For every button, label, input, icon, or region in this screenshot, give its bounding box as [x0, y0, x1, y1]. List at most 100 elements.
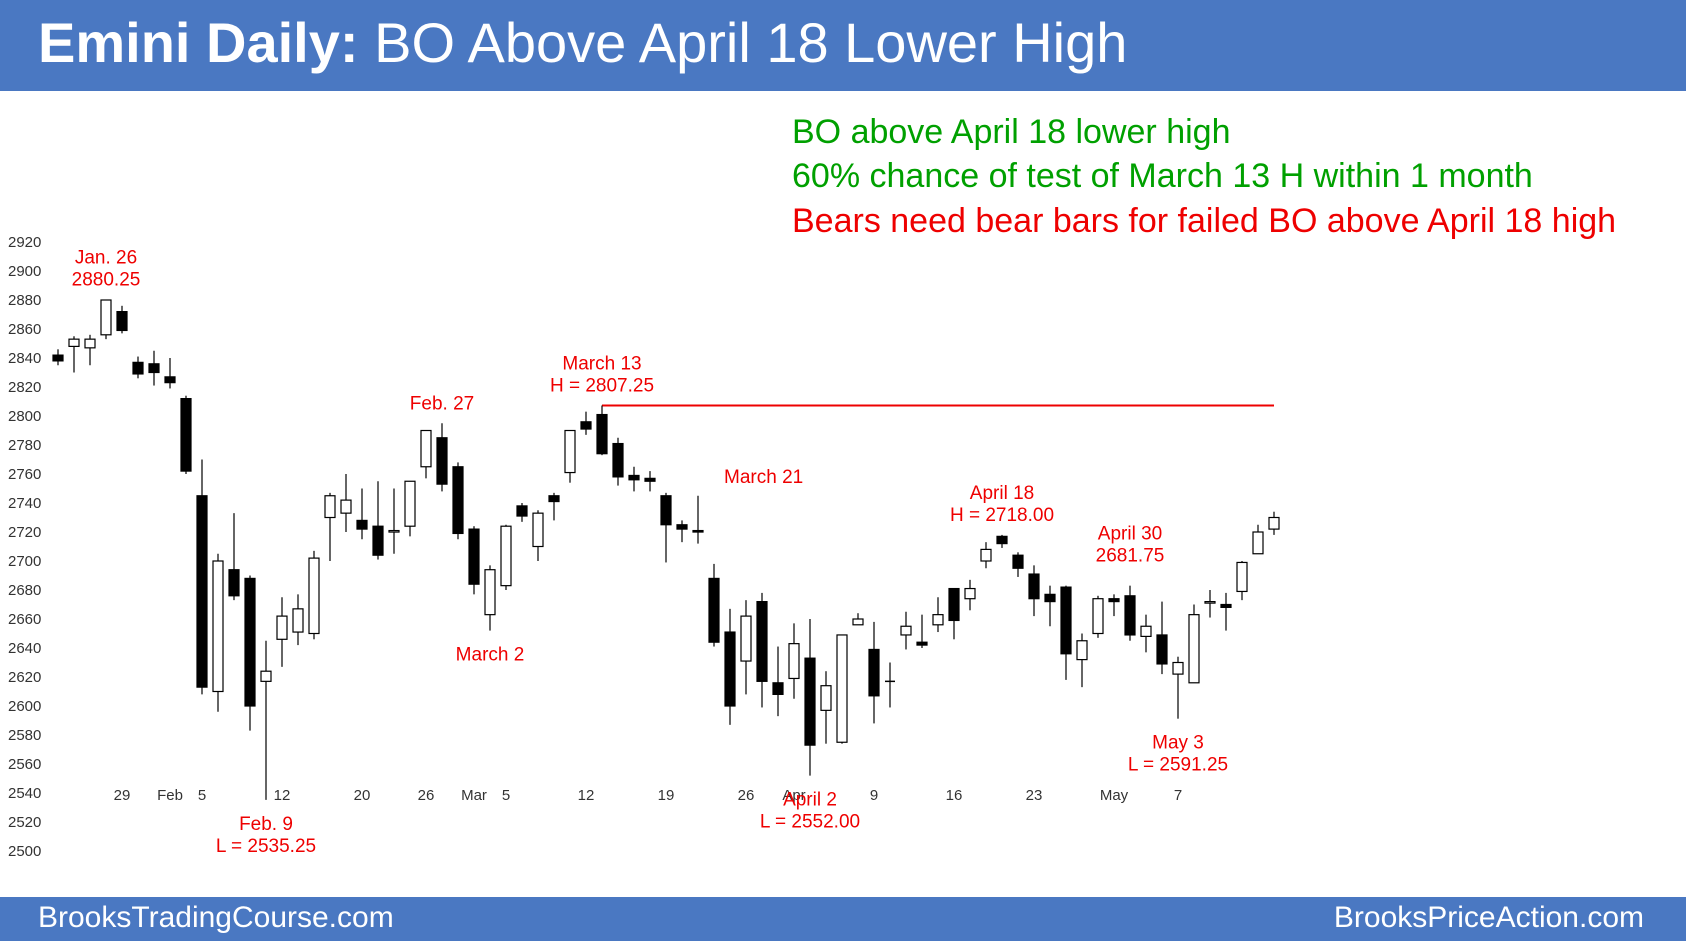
y-tick-label: 2500: [8, 843, 41, 860]
bear-candle: [1012, 554, 1024, 569]
bull-candle: [260, 670, 272, 682]
title-bold: Emini Daily:: [38, 11, 359, 74]
bear-candle: [612, 442, 624, 478]
chart-annotation: Feb. 27: [410, 393, 474, 414]
bull-candle: [84, 338, 96, 349]
x-tick-label: 5: [198, 787, 206, 804]
chart-annotation: April 2: [783, 790, 837, 811]
chart-annotation: Jan. 26: [75, 248, 137, 269]
y-tick-label: 2880: [8, 292, 41, 309]
title-rest: BO Above April 18 Lower High: [374, 11, 1128, 74]
bull-candle: [484, 569, 496, 616]
x-tick-label: 7: [1174, 787, 1182, 804]
bull-candle: [308, 557, 320, 635]
x-tick-label: 9: [870, 787, 878, 804]
bull-candle: [964, 587, 976, 600]
bear-candle: [244, 577, 256, 707]
bear-candle: [804, 657, 816, 746]
bear-candle: [916, 641, 928, 646]
bull-candle: [420, 429, 432, 468]
x-tick-label: Mar: [461, 787, 487, 804]
x-tick-label: Apr: [782, 787, 805, 804]
chart-annotation: March 2: [456, 645, 525, 666]
bear-candle: [356, 519, 368, 530]
bull-candle: [1092, 598, 1104, 635]
chart-annotation: March 13: [562, 353, 641, 374]
note-probability: 60% chance of test of March 13 H within …: [792, 157, 1533, 195]
footer-bar: BrooksTradingCourse.com BrooksPriceActio…: [0, 897, 1686, 941]
bull-candle: [932, 614, 944, 626]
bull-candle: [532, 512, 544, 548]
y-tick-label: 2740: [8, 495, 41, 512]
bear-candle: [1108, 598, 1120, 603]
bear-candle: [596, 413, 608, 455]
bull-candle: [900, 625, 912, 636]
y-tick-label: 2900: [8, 263, 41, 280]
y-tick-label: 2680: [8, 582, 41, 599]
chart-annotation: Feb. 9: [239, 814, 293, 835]
bull-candle: [1188, 614, 1200, 684]
bull-candle: [980, 548, 992, 562]
x-tick-label: May: [1100, 787, 1129, 804]
bear-candle: [516, 505, 528, 517]
bear-candle: [468, 528, 480, 585]
note-breakout: BO above April 18 lower high: [792, 113, 1231, 151]
y-tick-label: 2640: [8, 640, 41, 657]
chart-annotation: H = 2807.25: [550, 375, 654, 396]
bear-candle: [1220, 603, 1232, 608]
bear-candle: [196, 495, 208, 688]
y-tick-label: 2920: [8, 234, 41, 251]
y-tick-label: 2720: [8, 524, 41, 541]
y-tick-label: 2780: [8, 437, 41, 454]
bear-candle: [52, 354, 64, 362]
bull-candle: [1236, 561, 1248, 593]
y-tick-label: 2800: [8, 408, 41, 425]
bull-candle: [1140, 625, 1152, 637]
x-tick-label: 12: [274, 787, 291, 804]
bear-candle: [116, 311, 128, 332]
y-tick-label: 2520: [8, 814, 41, 831]
candlestick-chart: 2920290028802860284028202800278027602740…: [8, 234, 1280, 860]
bear-candle: [180, 398, 192, 472]
footer-left-site: BrooksTradingCourse.com: [38, 901, 394, 934]
title-bar: Emini Daily: BO Above April 18 Lower Hig…: [0, 0, 1686, 91]
bull-candle: [100, 299, 112, 336]
x-tick-label: 26: [418, 787, 435, 804]
bear-candle: [1124, 595, 1136, 636]
bull-candle: [1076, 640, 1088, 661]
x-tick-label: Feb: [157, 787, 183, 804]
y-tick-label: 2620: [8, 669, 41, 686]
bull-candle: [388, 529, 400, 533]
x-tick-label: 12: [578, 787, 595, 804]
chart-annotation: L = 2552.00: [760, 812, 860, 833]
bull-candle: [852, 618, 864, 626]
bull-candle: [68, 338, 80, 347]
bull-candle: [564, 429, 576, 474]
bear-candle: [660, 495, 672, 526]
bull-candle: [404, 480, 416, 527]
footer-right-site: BrooksPriceAction.com: [1333, 901, 1644, 934]
page-title: Emini Daily: BO Above April 18 Lower Hig…: [38, 10, 1127, 75]
y-tick-label: 2840: [8, 350, 41, 367]
bull-candle: [340, 499, 352, 514]
bull-candle: [324, 495, 336, 519]
bear-candle: [1028, 573, 1040, 600]
bull-candle: [276, 615, 288, 640]
bull-candle: [788, 643, 800, 680]
bear-candle: [756, 601, 768, 682]
bear-candle: [676, 524, 688, 530]
chart-annotation: 2880.25: [72, 270, 141, 291]
x-tick-label: 29: [114, 787, 131, 804]
bear-candle: [644, 477, 656, 482]
bull-candle: [212, 560, 224, 693]
bear-candle: [948, 587, 960, 622]
bear-candle: [436, 437, 448, 485]
bear-candle: [692, 529, 704, 533]
bear-candle: [548, 495, 560, 503]
y-tick-label: 2600: [8, 698, 41, 715]
bear-candle: [372, 525, 384, 556]
x-tick-label: 20: [354, 787, 371, 804]
bull-candle: [500, 525, 512, 587]
y-tick-label: 2660: [8, 611, 41, 628]
x-tick-label: 16: [946, 787, 963, 804]
